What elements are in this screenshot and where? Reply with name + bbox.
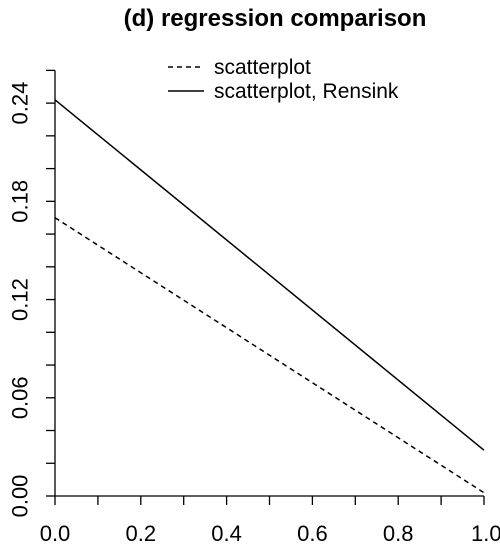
y-tick-label: 0.00 xyxy=(8,475,33,518)
x-tick-label: 0.4 xyxy=(211,521,242,546)
y-tick-label: 0.18 xyxy=(8,180,33,223)
axes: 0.00 0.06 0.12 0.18 0.24 0.0 0.2 0.4 0.6 0.8 1.0 xyxy=(8,69,500,546)
plot-area xyxy=(54,99,485,494)
series-line-2 xyxy=(54,99,485,451)
y-tick-label: 0.24 xyxy=(8,82,33,125)
x-tick-label: 1.0 xyxy=(471,521,500,546)
x-tick-label: 0.0 xyxy=(40,521,71,546)
chart-title: (d) regression comparison xyxy=(124,5,427,32)
legend-label-1: scatterplot xyxy=(214,56,311,79)
legend-label-2: scatterplot, Rensink xyxy=(214,80,399,103)
y-tick-label: 0.12 xyxy=(8,278,33,321)
x-tick-label: 0.2 xyxy=(126,521,157,546)
x-tick-label: 0.8 xyxy=(383,521,414,546)
x-tick-label: 0.6 xyxy=(297,521,328,546)
y-tick-label: 0.06 xyxy=(8,376,33,419)
series-line-1 xyxy=(54,217,485,494)
